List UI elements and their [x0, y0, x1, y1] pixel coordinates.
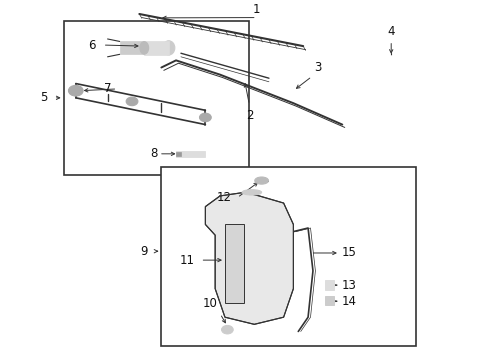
Text: 1: 1 [252, 3, 260, 16]
Circle shape [221, 325, 233, 334]
Bar [63, 21, 249, 175]
Bar [325, 296, 333, 305]
Ellipse shape [242, 190, 261, 195]
Text: 9: 9 [141, 245, 148, 258]
Bar [161, 167, 415, 346]
Text: 13: 13 [341, 279, 355, 292]
Circle shape [126, 97, 138, 106]
Circle shape [380, 56, 401, 72]
Circle shape [199, 113, 211, 122]
Text: 3: 3 [313, 61, 321, 74]
Polygon shape [224, 224, 244, 303]
Text: 6: 6 [88, 39, 96, 51]
Bar [325, 280, 333, 291]
Text: 8: 8 [150, 147, 157, 160]
Bar [144, 41, 168, 55]
Ellipse shape [140, 42, 148, 54]
Text: 12: 12 [216, 191, 231, 204]
Circle shape [386, 71, 395, 78]
Text: 14: 14 [341, 294, 356, 308]
Text: 2: 2 [245, 108, 253, 122]
Text: 10: 10 [203, 297, 217, 310]
Text: 7: 7 [104, 82, 111, 95]
Circle shape [386, 60, 395, 68]
Bar [120, 41, 144, 54]
Text: 4: 4 [386, 25, 394, 38]
Text: 11: 11 [179, 254, 194, 267]
Text: 5: 5 [41, 91, 48, 104]
Ellipse shape [162, 41, 175, 55]
Circle shape [68, 85, 83, 96]
Polygon shape [205, 192, 293, 324]
Text: 15: 15 [341, 247, 355, 260]
Bar [176, 151, 205, 157]
Bar [176, 152, 181, 156]
Ellipse shape [254, 177, 268, 184]
